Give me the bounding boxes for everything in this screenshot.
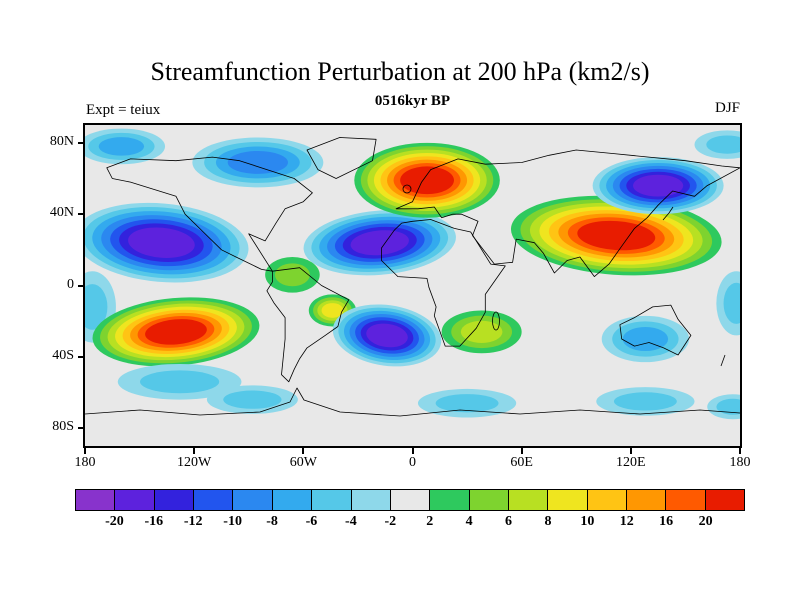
contour-band-europe-high xyxy=(400,166,454,195)
colorbar-tick-label: 20 xyxy=(698,514,713,529)
colorbar-tick-label: -12 xyxy=(183,514,203,529)
lon-tick-label: 60E xyxy=(510,455,533,470)
lon-tick-label: 120W xyxy=(177,455,212,470)
contour-band-south-pacific-south-low xyxy=(140,370,220,394)
coastline-south-america xyxy=(266,267,350,383)
colorbar-segment xyxy=(507,489,549,511)
lat-tick-mark xyxy=(78,427,85,430)
colorbar-segment xyxy=(350,489,391,511)
lat-tick-label: 40S xyxy=(52,347,74,363)
lon-tick-label: 180 xyxy=(74,455,96,470)
lat-tick-mark xyxy=(78,213,85,216)
colorbar-tick-label: -2 xyxy=(384,514,397,529)
coastline-antarctica xyxy=(85,387,740,417)
colorbar-segment xyxy=(232,489,273,511)
colorbar-segment xyxy=(665,489,706,511)
colorbar-segment xyxy=(153,489,195,511)
colorbar-segment xyxy=(704,489,746,511)
contour-band-southern-ocean-low-2 xyxy=(435,394,499,413)
contour-band-southern-ocean-low-3 xyxy=(613,392,677,411)
contour-band-south-america-high xyxy=(321,303,344,318)
contour-band-asia-high xyxy=(577,220,656,251)
contour-band-dateline-east-low xyxy=(723,282,740,324)
contour-band-dateline-west-low xyxy=(85,284,108,330)
lon-tick-mark xyxy=(629,447,632,454)
colorbar-segment xyxy=(429,489,470,511)
coastline-eurasia xyxy=(395,149,740,277)
colorbar-segment xyxy=(547,489,588,511)
colorbar-segment xyxy=(311,489,352,511)
contour-band-north-atlantic-africa-low xyxy=(350,230,409,256)
lon-tick-mark xyxy=(739,447,741,454)
lon-tick-mark xyxy=(193,447,196,454)
colorbar-tick-label: -20 xyxy=(105,514,124,529)
colorbar-segment xyxy=(75,489,116,511)
colorbar-segment xyxy=(389,489,431,511)
coastline-britain xyxy=(402,184,412,194)
lon-tick-label: 180 xyxy=(729,455,751,470)
colorbar-tick-label: -16 xyxy=(144,514,164,529)
coastline-africa xyxy=(381,219,506,347)
coastline-japan xyxy=(662,206,674,221)
coastline-new-zealand xyxy=(720,354,726,367)
anomaly-contour-fills xyxy=(85,128,740,420)
colorbar-tick-label: 12 xyxy=(619,514,634,529)
contour-band-arctic-east-low xyxy=(706,135,740,154)
colorbar-tick-label: -8 xyxy=(266,514,278,529)
colorbar-tick-label: 4 xyxy=(465,514,473,529)
lon-tick-label: 120E xyxy=(616,455,646,470)
lat-tick-label: 40N xyxy=(49,205,74,221)
contour-band-arctic-canada-low xyxy=(227,150,288,174)
colorbar-tick-label: 6 xyxy=(505,514,513,529)
colorbar-segment xyxy=(626,489,667,511)
contour-band-south-africa-high xyxy=(460,320,503,343)
coastline-greenland xyxy=(306,137,377,179)
colorbar-segment xyxy=(586,489,628,511)
lat-tick-label: 80S xyxy=(52,419,74,435)
contour-band-south-atlantic-low xyxy=(366,323,408,348)
lat-tick-label: 0 xyxy=(67,276,74,292)
lon-tick-mark xyxy=(302,447,305,454)
contour-band-south-pacific-high xyxy=(145,319,207,345)
coastline-madagascar xyxy=(492,311,500,331)
contour-band-northeast-pacific-low xyxy=(128,227,195,258)
colorbar-tick-label: -10 xyxy=(223,514,242,529)
colorbar-segment xyxy=(468,489,509,511)
contour-band-caribbean-high xyxy=(274,263,310,287)
colorbar-tick-label: 8 xyxy=(544,514,552,529)
lon-tick-mark xyxy=(520,447,523,454)
colorbar-tick-label: 16 xyxy=(659,514,674,529)
lat-tick-label: 80N xyxy=(49,133,74,149)
season-label: DJF xyxy=(714,100,740,116)
contour-band-southeast-corner-low xyxy=(716,398,740,415)
experiment-label: Expt = teiux xyxy=(86,102,161,118)
colorbar-labels: -20 -16 -12 -10 -8 -6 -4 -2 2 4 6 8 10 12 16 20 xyxy=(75,514,745,534)
contour-band-northeast-asia-low xyxy=(633,174,684,197)
contour-map-plot xyxy=(85,125,740,446)
lon-tick-label: 60W xyxy=(289,455,317,470)
colorbar-tick-label: 2 xyxy=(426,514,434,529)
lon-tick-mark xyxy=(84,447,86,454)
colorbar-segment xyxy=(193,489,234,511)
lat-tick-mark xyxy=(78,355,85,358)
contour-band-southern-ocean-low-1 xyxy=(223,390,282,409)
contour-band-arctic-alaska-low xyxy=(98,137,145,156)
coastlines xyxy=(85,137,740,417)
colorbar-tick-label: -6 xyxy=(305,514,318,529)
colorbar xyxy=(75,489,746,511)
colorbar-segment xyxy=(114,489,155,511)
colorbar-tick-label: 10 xyxy=(580,514,595,529)
lon-tick-mark xyxy=(411,447,414,454)
coastline-north-america xyxy=(106,156,313,272)
coastline-australia xyxy=(619,304,692,356)
chart-subtitle: 0516kyr BP xyxy=(374,93,451,109)
chart-title: Streamfunction Perturbation at 200 hPa (… xyxy=(150,57,650,86)
colorbar-segment xyxy=(271,489,313,511)
lat-tick-mark xyxy=(78,284,85,287)
colorbar-tick-label: -4 xyxy=(345,514,357,529)
lon-tick-label: 0 xyxy=(409,455,416,470)
lat-tick-mark xyxy=(78,141,85,144)
